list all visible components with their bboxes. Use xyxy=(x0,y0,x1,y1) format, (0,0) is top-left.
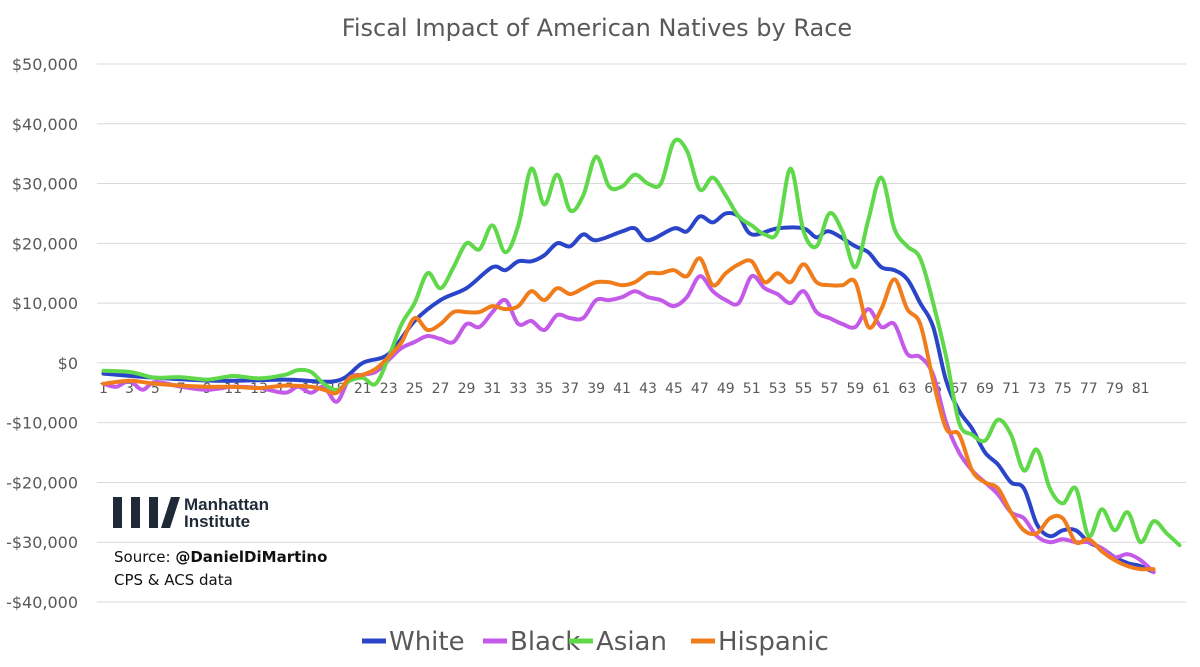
x-tick-label: 81 xyxy=(1132,381,1150,397)
y-tick-label: $10,000 xyxy=(12,294,78,313)
y-tick-label: -$30,000 xyxy=(6,533,78,552)
x-tick-label: 29 xyxy=(458,381,476,397)
x-tick-label: 37 xyxy=(561,381,579,397)
y-tick-label: -$40,000 xyxy=(6,593,78,612)
series-line-hispanic xyxy=(101,256,1156,572)
x-tick-label: 59 xyxy=(846,381,864,397)
logo-bar-1 xyxy=(113,497,122,528)
x-tick-label: 33 xyxy=(509,381,527,397)
legend-label: Asian xyxy=(596,627,667,657)
y-tick-label: $20,000 xyxy=(12,234,78,253)
x-tick-label: 73 xyxy=(1028,381,1046,397)
x-tick-label: 35 xyxy=(535,381,553,397)
x-tick-label: 51 xyxy=(743,381,761,397)
x-tick-label: 23 xyxy=(380,381,398,397)
series-line-white xyxy=(101,210,1156,575)
x-tick-label: 31 xyxy=(483,381,501,397)
logo-name-line-1: Manhattan xyxy=(184,495,269,514)
logo-slash xyxy=(161,497,180,528)
legend-item-asian: Asian xyxy=(569,627,667,657)
x-tick-label: 1 xyxy=(99,381,108,397)
series-line-asian xyxy=(101,137,1182,548)
x-tick-label: 7 xyxy=(177,381,186,397)
x-tick-label: 5 xyxy=(151,381,160,397)
legend-label: Hispanic xyxy=(718,627,829,657)
legend-item-hispanic: Hispanic xyxy=(691,627,829,657)
legend-item-black: Black xyxy=(483,627,580,657)
x-tick-label: 47 xyxy=(691,381,709,397)
y-axis-tick-labels: $50,000 $40,000 $30,000 $20,000 $10,000 $0 -$1… xyxy=(6,55,78,612)
manhattan-institute-logo: Manhattan Institute xyxy=(113,495,269,531)
x-tick-label: 39 xyxy=(587,381,605,397)
source-handle: @DanielDiMartino xyxy=(175,548,327,566)
x-tick-label: 21 xyxy=(354,381,372,397)
legend-item-white: White xyxy=(362,627,465,657)
series-lines xyxy=(101,137,1182,575)
chart-title: Fiscal Impact of American Natives by Rac… xyxy=(342,14,852,42)
source-line-1: Source: @DanielDiMartino xyxy=(114,548,327,566)
x-tick-label: 49 xyxy=(717,381,735,397)
y-tick-label: $30,000 xyxy=(12,175,78,194)
x-tick-label: 75 xyxy=(1054,381,1072,397)
x-tick-label: 57 xyxy=(821,381,839,397)
y-tick-label: $0 xyxy=(58,354,78,373)
source-prefix: Source: xyxy=(114,548,175,566)
x-tick-label: 45 xyxy=(665,381,683,397)
x-tick-label: 41 xyxy=(613,381,631,397)
x-tick-label: 79 xyxy=(1106,381,1124,397)
x-tick-label: 61 xyxy=(872,381,890,397)
source-line-2: CPS & ACS data xyxy=(114,571,233,589)
x-tick-label: 71 xyxy=(1002,381,1020,397)
y-tick-label: -$20,000 xyxy=(6,473,78,492)
logo-bar-2 xyxy=(131,497,140,528)
x-tick-label: 63 xyxy=(898,381,916,397)
logo-bar-3 xyxy=(149,497,158,528)
x-tick-label: 55 xyxy=(795,381,813,397)
y-tick-label: $50,000 xyxy=(12,55,78,74)
legend-label: White xyxy=(389,627,465,657)
x-tick-label: 3 xyxy=(125,381,134,397)
x-tick-label: 69 xyxy=(976,381,994,397)
x-tick-label: 77 xyxy=(1080,381,1098,397)
gridlines xyxy=(97,63,1186,603)
legend: White Black Asian Hispanic xyxy=(362,627,829,657)
x-tick-label: 53 xyxy=(769,381,787,397)
y-tick-label: -$10,000 xyxy=(6,414,78,433)
x-tick-label: 25 xyxy=(406,381,424,397)
x-tick-label: 27 xyxy=(432,381,450,397)
logo-name-line-2: Institute xyxy=(184,512,250,531)
y-tick-label: $40,000 xyxy=(12,115,78,134)
legend-label: Black xyxy=(510,627,580,657)
x-tick-label: 43 xyxy=(639,381,657,397)
